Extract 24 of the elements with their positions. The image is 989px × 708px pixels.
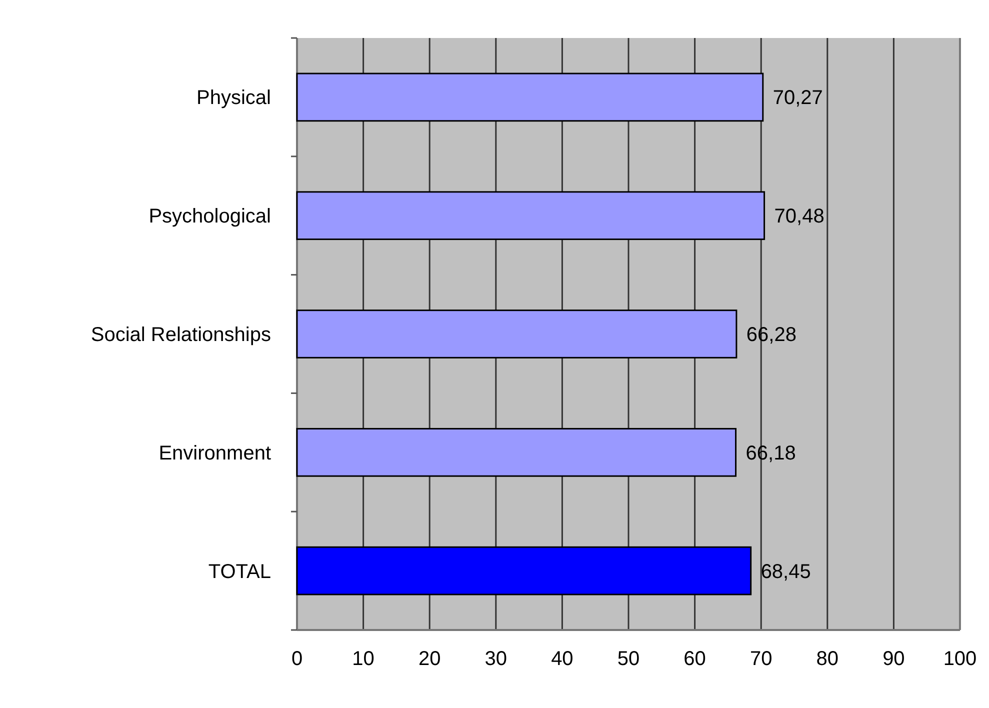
x-tick-label: 30 (484, 648, 508, 670)
x-tick-label: 80 (816, 648, 839, 670)
x-tick-label: 50 (617, 648, 640, 670)
x-tick-label: 40 (551, 648, 574, 670)
data-label: 68,45 (760, 560, 811, 583)
y-tick-label: Environment (158, 442, 272, 464)
x-tick-label: 10 (352, 648, 374, 670)
x-tick-label: 20 (418, 648, 441, 670)
y-tick-label: Social Relationships (90, 324, 271, 346)
x-tick-label: 90 (882, 648, 905, 670)
data-label: 70,27 (772, 87, 823, 110)
bar (296, 428, 737, 477)
bar (296, 191, 766, 240)
y-tick-label: Physical (196, 87, 271, 110)
y-tick-label: TOTAL (208, 560, 271, 583)
x-tick-label: 100 (943, 648, 977, 670)
data-label: 70,48 (774, 206, 824, 228)
x-tick-label: 70 (750, 648, 772, 670)
bar (296, 546, 752, 596)
y-tick-label: Psychological (148, 206, 271, 228)
x-tick-label: 0 (291, 648, 303, 670)
bar (296, 310, 738, 358)
x-tick-label: 60 (684, 648, 706, 670)
bar (296, 72, 764, 122)
